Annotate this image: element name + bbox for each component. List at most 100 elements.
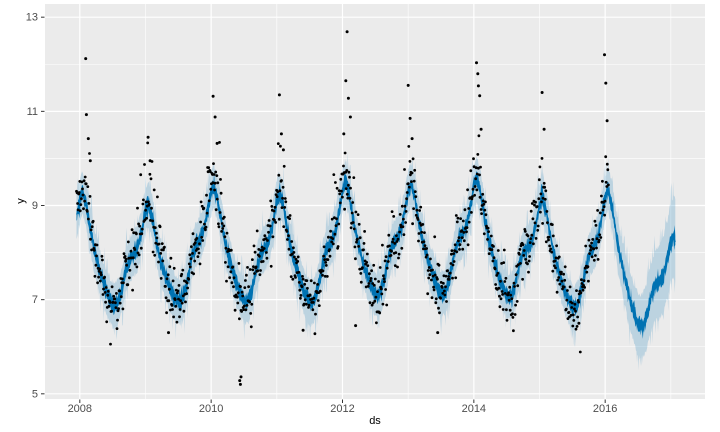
data-point [436, 277, 439, 281]
data-point [127, 276, 131, 280]
data-point [314, 312, 317, 316]
data-point [300, 285, 304, 288]
data-point [165, 277, 169, 281]
data-point [178, 315, 181, 319]
data-point [379, 287, 383, 291]
x-tick-labels: 2008 2010 2012 2014 2016 [68, 403, 618, 415]
outlier-point [238, 382, 242, 386]
data-point [354, 210, 358, 214]
data-point [145, 216, 149, 220]
data-point [466, 188, 469, 192]
data-point [394, 251, 398, 255]
data-point [309, 279, 313, 283]
data-point [586, 265, 590, 269]
data-point [571, 313, 575, 317]
data-point [470, 211, 473, 214]
data-point [220, 230, 224, 233]
data-point [601, 179, 604, 183]
data-point [432, 285, 435, 289]
outlier-point [354, 324, 358, 328]
data-point [159, 252, 163, 255]
data-point [191, 232, 195, 236]
data-point [303, 282, 307, 286]
data-point [197, 247, 200, 251]
data-point [592, 258, 596, 262]
data-point [133, 262, 137, 266]
data-point [330, 217, 334, 221]
data-point [407, 145, 411, 148]
data-point [538, 165, 542, 169]
data-point [252, 265, 255, 268]
data-point [99, 273, 103, 277]
data-point [458, 248, 461, 251]
data-point [452, 252, 455, 256]
data-point [378, 311, 382, 315]
data-point [434, 297, 438, 301]
data-point [544, 240, 548, 244]
outlier-point [86, 137, 90, 141]
y-axis-title: y [15, 198, 27, 204]
data-point [284, 200, 288, 204]
data-point [442, 274, 446, 278]
data-point [528, 255, 531, 258]
data-point [486, 238, 489, 241]
data-point [265, 256, 269, 260]
data-point [229, 248, 233, 252]
data-point [443, 293, 447, 297]
data-point [255, 229, 259, 233]
data-point [348, 196, 352, 200]
data-point [470, 197, 474, 201]
data-point [402, 233, 406, 237]
data-point [449, 262, 453, 265]
data-point [333, 216, 336, 220]
data-point [80, 180, 84, 184]
data-point [205, 193, 208, 197]
data-point [542, 181, 546, 185]
data-point [224, 246, 228, 250]
data-point [305, 279, 309, 282]
data-point [241, 294, 245, 298]
data-point [220, 222, 224, 225]
data-point [417, 239, 420, 243]
data-point [223, 235, 227, 239]
outlier-point [346, 96, 350, 100]
outlier-point [476, 84, 480, 88]
data-point [289, 275, 293, 278]
data-point [506, 293, 510, 297]
data-point [482, 202, 486, 206]
data-point [369, 279, 372, 283]
data-point [110, 309, 113, 313]
data-point [560, 270, 563, 274]
data-point [521, 277, 524, 281]
data-point [573, 302, 577, 306]
data-point [364, 285, 368, 289]
data-point [599, 236, 603, 239]
data-point [149, 177, 153, 181]
data-point [496, 271, 500, 275]
data-point [457, 236, 461, 240]
data-point [233, 308, 237, 312]
data-point [195, 237, 199, 240]
data-point [253, 250, 257, 254]
data-point [348, 175, 351, 179]
data-point [182, 309, 186, 313]
data-point [292, 251, 296, 254]
data-point [420, 230, 424, 234]
data-point [335, 186, 339, 190]
data-point [356, 213, 360, 217]
data-point [276, 142, 280, 146]
data-point [502, 261, 506, 264]
data-point [99, 271, 103, 275]
outlier-point [148, 159, 152, 163]
outlier-point [345, 30, 349, 34]
data-point [440, 285, 444, 289]
data-point [380, 292, 384, 296]
data-point [412, 179, 416, 183]
outlier-point [84, 113, 88, 117]
data-point [331, 242, 335, 246]
data-point [97, 275, 100, 279]
data-point [472, 157, 475, 161]
data-point [204, 228, 207, 232]
data-point [434, 301, 438, 305]
x-tick-label: 2014 [462, 403, 486, 415]
